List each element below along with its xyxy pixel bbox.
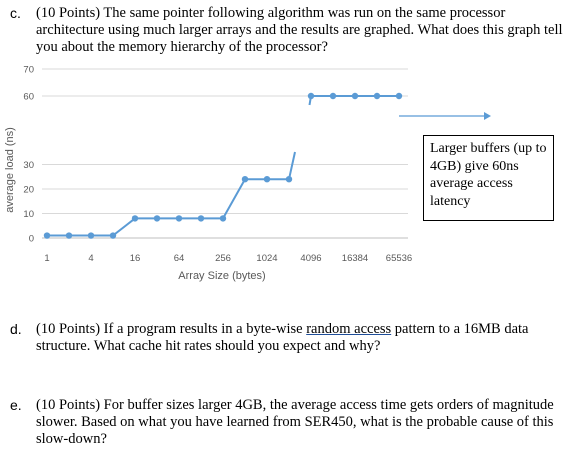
data-point-8 <box>219 215 227 222</box>
chart-series <box>43 92 403 239</box>
latency-chart: 0 10 20 30 60 70 1 4 16 64 256 1024 4096 16384 65536 a… <box>4 65 491 282</box>
y-tick-label-30: 30 <box>23 160 34 171</box>
data-point-3 <box>109 232 117 239</box>
data-point-5 <box>153 215 161 222</box>
series-line-rise <box>288 151 296 180</box>
y-axis-title: average load (ns) <box>4 127 16 213</box>
series-line-lower <box>47 178 289 237</box>
data-point-14 <box>351 92 359 100</box>
chart-labels: 0 10 20 30 60 70 1 4 16 64 256 1024 4096 16384 65536 <box>23 65 412 265</box>
y-tick-label-60: 60 <box>23 92 34 103</box>
data-point-0 <box>43 232 51 239</box>
data-point-10 <box>263 176 271 183</box>
data-point-11 <box>285 176 293 183</box>
question-e-text: (10 Points) For buffer sizes larger 4GB,… <box>36 397 554 447</box>
data-point-13 <box>329 92 337 100</box>
question-d-text-a: (10 Points) If a program results in a by… <box>36 321 307 337</box>
data-point-9 <box>241 176 249 183</box>
data-point-6 <box>175 215 183 222</box>
question-c-label: c. <box>10 5 21 21</box>
data-point-12 <box>307 92 315 100</box>
x-tick-label-65536: 65536 <box>386 253 412 264</box>
x-tick-label-1: 1 <box>44 253 49 264</box>
random-access-underlined: random access <box>306 321 392 337</box>
data-point-2 <box>87 232 95 239</box>
question-d-text: (10 Points) If a program results in a by… <box>36 321 566 355</box>
x-axis-title: Array Size (bytes) <box>178 270 265 282</box>
data-point-4 <box>131 215 139 222</box>
data-point-1 <box>65 232 73 239</box>
data-point-16 <box>395 92 403 100</box>
y-tick-label-0: 0 <box>29 234 34 245</box>
arrow-to-callout <box>399 112 491 120</box>
question-e-label: e. <box>10 397 22 413</box>
y-tick-label-70: 70 <box>23 65 34 76</box>
x-tick-label-4: 4 <box>88 253 93 264</box>
question-c-text: (10 Points) The same pointer following a… <box>36 5 563 55</box>
callout-box: Larger buffers (up to 4GB) give 60ns ave… <box>423 135 554 221</box>
question-d-label: d. <box>10 321 22 337</box>
x-tick-label-4096: 4096 <box>300 253 321 264</box>
x-tick-label-16384: 16384 <box>342 253 368 264</box>
x-tick-label-1024: 1024 <box>256 253 277 264</box>
question-d-text-b: pattern to a 16MB data structure. What c… <box>36 321 529 354</box>
data-point-7 <box>197 215 205 222</box>
data-point-15 <box>373 92 381 100</box>
x-tick-label-256: 256 <box>215 253 231 264</box>
x-tick-label-64: 64 <box>174 253 185 264</box>
x-tick-label-16: 16 <box>130 253 141 264</box>
y-tick-label-20: 20 <box>23 185 34 196</box>
y-tick-label-10: 10 <box>23 209 34 220</box>
